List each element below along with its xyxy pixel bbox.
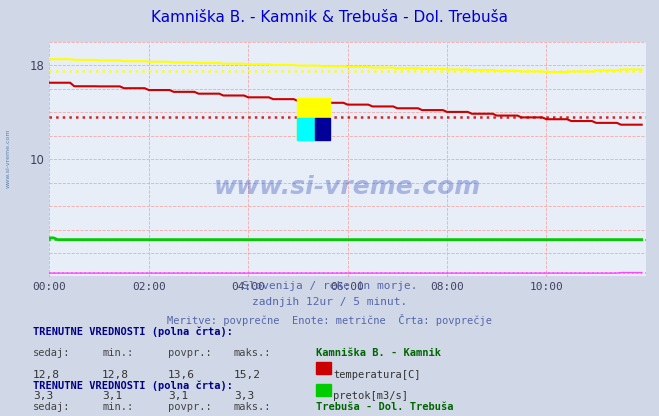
- Text: Trebuša - Dol. Trebuša: Trebuša - Dol. Trebuša: [316, 402, 454, 412]
- Text: maks.:: maks.:: [234, 348, 272, 358]
- Text: 3,1: 3,1: [102, 391, 123, 401]
- Text: min.:: min.:: [102, 402, 133, 412]
- Text: 12,8: 12,8: [33, 370, 60, 380]
- Text: www.si-vreme.com: www.si-vreme.com: [214, 175, 481, 199]
- Text: Kamniška B. - Kamnik: Kamniška B. - Kamnik: [316, 348, 442, 358]
- Text: Meritve: povprečne  Enote: metrične  Črta: povprečje: Meritve: povprečne Enote: metrične Črta:…: [167, 314, 492, 326]
- Text: sedaj:: sedaj:: [33, 348, 71, 358]
- Text: 3,3: 3,3: [33, 391, 53, 401]
- Text: TRENUTNE VREDNOSTI (polna črta):: TRENUTNE VREDNOSTI (polna črta):: [33, 327, 233, 337]
- Text: povpr.:: povpr.:: [168, 348, 212, 358]
- Text: pretok[m3/s]: pretok[m3/s]: [333, 391, 409, 401]
- Text: 12,8: 12,8: [102, 370, 129, 380]
- Text: www.si-vreme.com: www.si-vreme.com: [6, 128, 11, 188]
- Text: 3,3: 3,3: [234, 391, 254, 401]
- Text: 15,2: 15,2: [234, 370, 261, 380]
- Text: 3,1: 3,1: [168, 391, 188, 401]
- Text: Slovenija / reke in morje.: Slovenija / reke in morje.: [242, 281, 417, 291]
- Bar: [315, 118, 330, 140]
- Text: TRENUTNE VREDNOSTI (polna črta):: TRENUTNE VREDNOSTI (polna črta):: [33, 381, 233, 391]
- Text: temperatura[C]: temperatura[C]: [333, 370, 421, 380]
- Text: zadnjih 12ur / 5 minut.: zadnjih 12ur / 5 minut.: [252, 297, 407, 307]
- Text: povpr.:: povpr.:: [168, 402, 212, 412]
- Text: min.:: min.:: [102, 348, 133, 358]
- Bar: [297, 118, 315, 140]
- Text: 13,6: 13,6: [168, 370, 195, 380]
- Text: sedaj:: sedaj:: [33, 402, 71, 412]
- Text: maks.:: maks.:: [234, 402, 272, 412]
- Text: Kamniška B. - Kamnik & Trebuša - Dol. Trebuša: Kamniška B. - Kamnik & Trebuša - Dol. Tr…: [151, 10, 508, 25]
- Bar: [297, 98, 330, 140]
